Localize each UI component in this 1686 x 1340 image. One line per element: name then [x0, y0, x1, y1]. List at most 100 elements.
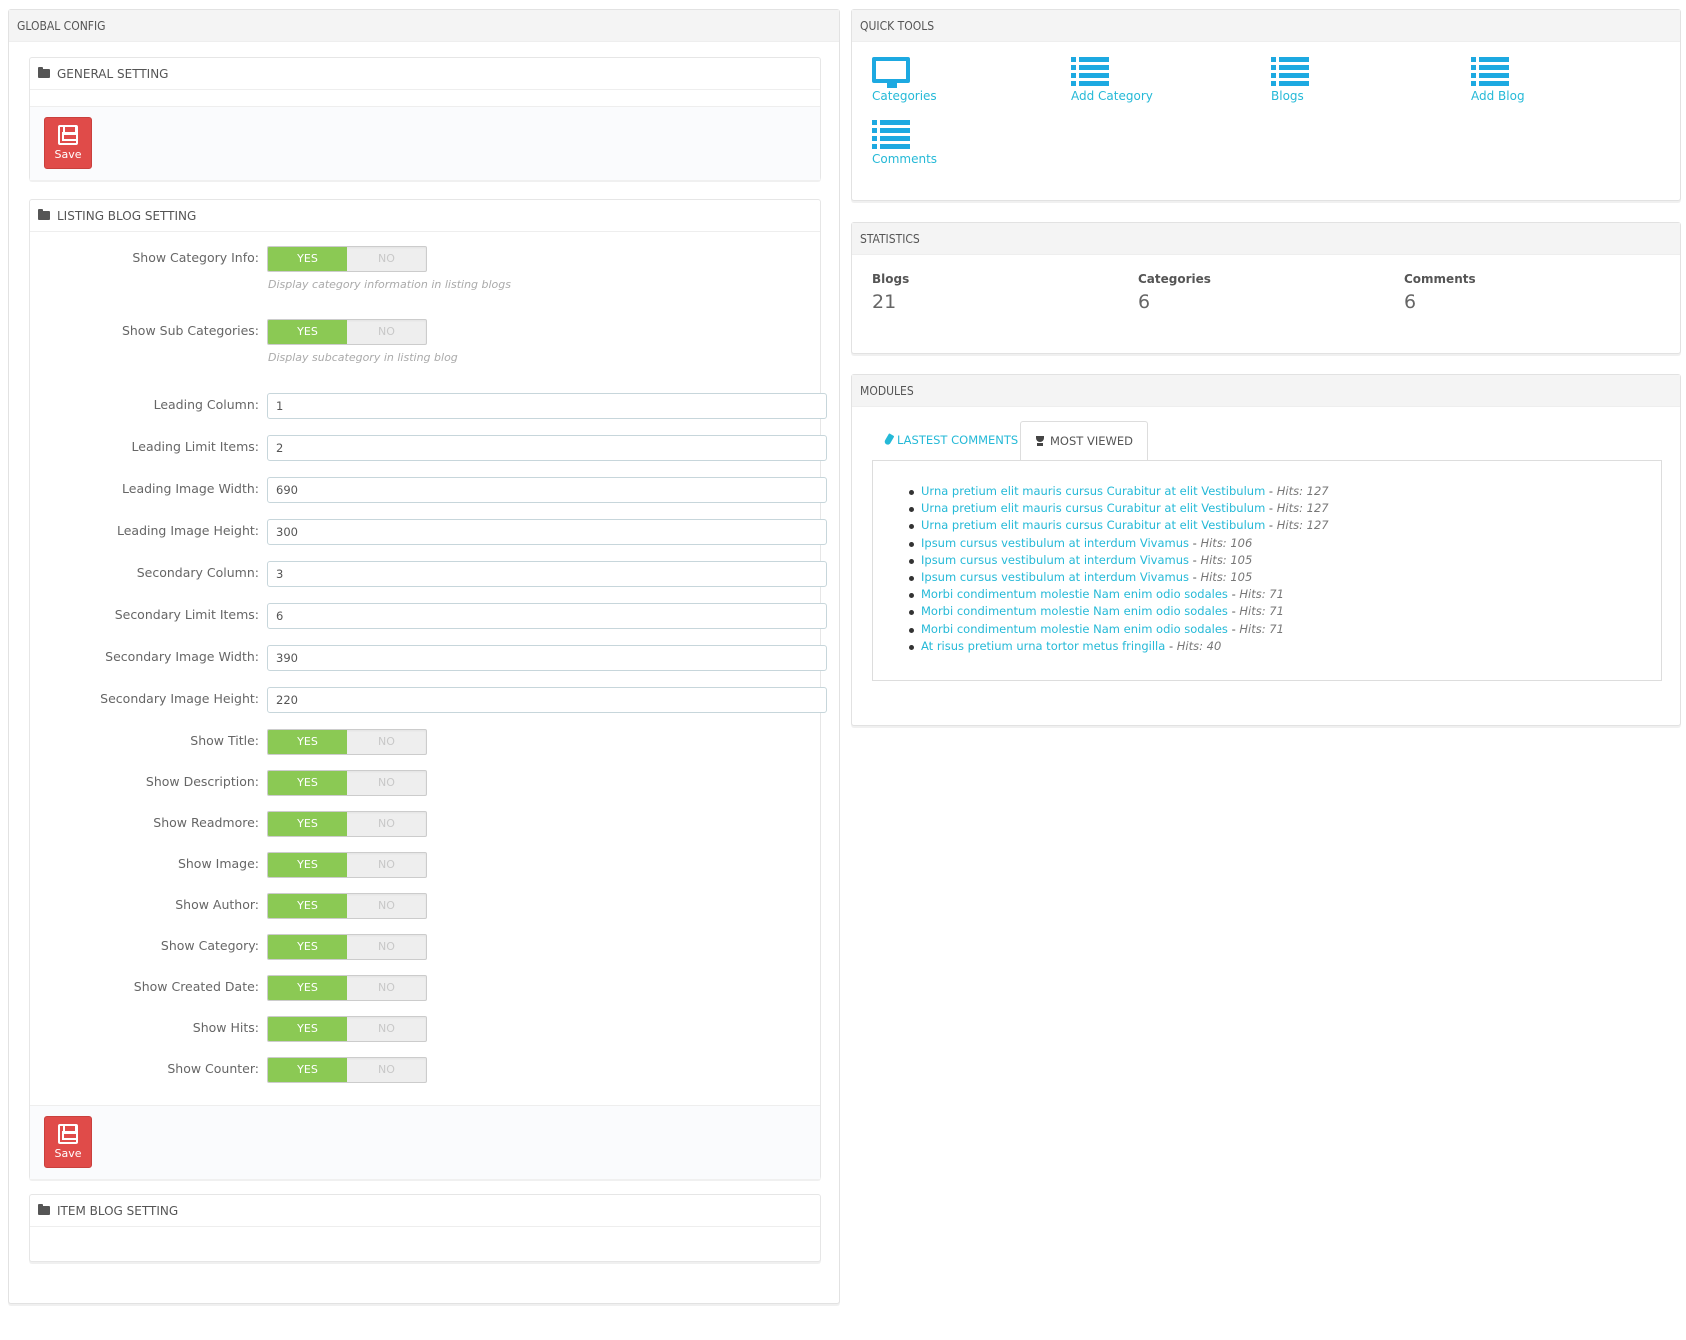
leading-column-input[interactable]: 1 — [267, 393, 827, 419]
quick-tools-title: QUICK TOOLS — [852, 10, 1680, 42]
list-item: Ipsum cursus vestibulum at interdum Viva… — [909, 535, 1661, 552]
switch-yes[interactable]: YES — [268, 935, 347, 959]
blog-link[interactable]: Urna pretium elit mauris cursus Curabitu… — [921, 518, 1266, 533]
stat-value-comments: 6 — [1404, 291, 1417, 313]
blog-link[interactable]: Morbi condimentum molestie Nam enim odio… — [921, 604, 1228, 619]
blog-link[interactable]: Urna pretium elit mauris cursus Curabitu… — [921, 484, 1266, 498]
switch-no[interactable]: NO — [378, 735, 395, 748]
switch-yes[interactable]: YES — [268, 812, 347, 836]
tab-latest-comments[interactable]: LASTEST COMMENTS — [872, 421, 1032, 461]
yes-no-switch[interactable]: YES NO — [267, 852, 427, 878]
save-button[interactable]: Save — [44, 117, 92, 169]
quick-tool-add-category[interactable]: Add Category — [1071, 57, 1153, 103]
quick-tool-label: Add Blog — [1471, 89, 1525, 103]
switch-yes[interactable]: YES — [268, 1017, 347, 1041]
yes-no-switch[interactable]: YES NO — [267, 975, 427, 1001]
list-item: Urna pretium elit mauris cursus Curabitu… — [909, 500, 1661, 517]
leading-image-width-input[interactable]: 690 — [267, 477, 827, 503]
blog-link[interactable]: Ipsum cursus vestibulum at interdum Viva… — [921, 570, 1189, 585]
list-icon — [872, 120, 910, 150]
hits-count: Hits: 106 — [1200, 535, 1253, 550]
secondary-image-height-input[interactable]: 220 — [267, 687, 827, 713]
form-label: Secondary Limit Items: — [114, 607, 259, 622]
switch-no[interactable]: NO — [378, 252, 395, 265]
switch-no[interactable]: NO — [378, 776, 395, 789]
switch-yes[interactable]: YES — [268, 1058, 347, 1082]
yes-no-switch[interactable]: YES NO — [267, 1016, 427, 1042]
switch-no[interactable]: NO — [378, 817, 395, 830]
form-label: Secondary Image Width: — [105, 649, 259, 664]
switch-no[interactable]: NO — [378, 325, 395, 338]
switch-no[interactable]: NO — [378, 858, 395, 871]
listing-blog-setting-footer: Save — [30, 1105, 820, 1179]
yes-no-switch[interactable]: YES NO — [267, 934, 427, 960]
stat-label-comments: Comments — [1404, 272, 1476, 286]
yes-no-switch[interactable]: YES NO — [267, 319, 427, 345]
quick-tool-blogs[interactable]: Blogs — [1271, 57, 1309, 103]
hits-count: Hits: 127 — [1276, 501, 1329, 516]
switch-yes[interactable]: YES — [268, 247, 347, 271]
switch-no[interactable]: NO — [378, 940, 395, 953]
form-label: Leading Image Height: — [117, 523, 259, 538]
switch-no[interactable]: NO — [378, 1063, 395, 1076]
switch-no[interactable]: NO — [378, 981, 395, 994]
form-label: Leading Image Width: — [122, 481, 259, 496]
hits-count: Hits: 105 — [1200, 570, 1253, 585]
folder-icon — [38, 67, 50, 78]
trophy-icon — [1035, 436, 1045, 446]
leading-image-height-input[interactable]: 300 — [267, 519, 827, 545]
yes-no-switch[interactable]: YES NO — [267, 1057, 427, 1083]
blog-link[interactable]: Urna pretium elit mauris cursus Curabitu… — [921, 501, 1266, 516]
list-item: Morbi condimentum molestie Nam enim odio… — [909, 621, 1661, 638]
monitor-icon — [872, 57, 912, 88]
switch-yes[interactable]: YES — [268, 730, 347, 754]
hits-count: Hits: 127 — [1276, 484, 1329, 498]
leading-limit-items-input[interactable]: 2 — [267, 435, 827, 461]
hits-count: Hits: 71 — [1239, 604, 1284, 619]
list-icon — [1471, 57, 1509, 87]
general-setting-title: GENERAL SETTING — [57, 66, 169, 81]
save-button[interactable]: Save — [44, 1116, 92, 1168]
form-label: Leading Column: — [153, 397, 259, 412]
switch-yes[interactable]: YES — [268, 976, 347, 1000]
switch-yes[interactable]: YES — [268, 894, 347, 918]
form-row-show-image: Show Image: YES NO — [30, 852, 820, 878]
tab-most-viewed[interactable]: MOST VIEWED — [1020, 421, 1148, 461]
yes-no-switch[interactable]: YES NO — [267, 770, 427, 796]
blog-link[interactable]: Morbi condimentum molestie Nam enim odio… — [921, 587, 1228, 602]
yes-no-switch[interactable]: YES NO — [267, 893, 427, 919]
quick-tool-label: Categories — [872, 89, 937, 103]
statistics-panel: STATISTICS Blogs 21 Categories 6 Comment… — [851, 222, 1681, 354]
quick-tools-panel: QUICK TOOLS Categories Add Category Blog… — [851, 9, 1681, 201]
general-setting-panel: GENERAL SETTING Save — [29, 57, 821, 180]
form-label: Show Category: — [160, 938, 259, 953]
pencil-icon — [883, 433, 895, 446]
form-row-secondary-image-width: Secondary Image Width: 390 — [30, 645, 827, 671]
hits-count: Hits: 127 — [1276, 518, 1329, 533]
switch-yes[interactable]: YES — [268, 320, 347, 344]
blog-link[interactable]: Morbi condimentum molestie Nam enim odio… — [921, 621, 1228, 636]
quick-tool-add-blog[interactable]: Add Blog — [1471, 57, 1525, 103]
hits-count: Hits: 71 — [1239, 621, 1284, 636]
yes-no-switch[interactable]: YES NO — [267, 729, 427, 755]
yes-no-switch[interactable]: YES NO — [267, 246, 427, 272]
general-setting-footer: Save — [30, 106, 820, 180]
secondary-image-width-input[interactable]: 390 — [267, 645, 827, 671]
switch-yes[interactable]: YES — [268, 853, 347, 877]
blog-link[interactable]: Ipsum cursus vestibulum at interdum Viva… — [921, 552, 1189, 567]
switch-yes[interactable]: YES — [268, 771, 347, 795]
blog-link[interactable]: Ipsum cursus vestibulum at interdum Viva… — [921, 535, 1189, 550]
switch-no[interactable]: NO — [378, 1022, 395, 1035]
form-label: Show Category Info: — [132, 250, 259, 265]
quick-tool-categories[interactable]: Categories — [872, 57, 937, 103]
secondary-limit-items-input[interactable]: 6 — [267, 603, 827, 629]
blog-link[interactable]: At risus pretium urna tortor metus fring… — [921, 638, 1166, 653]
stat-value-blogs: 21 — [872, 291, 897, 313]
folder-icon — [38, 209, 50, 220]
secondary-column-input[interactable]: 3 — [267, 561, 827, 587]
quick-tool-comments[interactable]: Comments — [872, 120, 937, 166]
switch-no[interactable]: NO — [378, 899, 395, 912]
form-row-show-hits: Show Hits: YES NO — [30, 1016, 820, 1042]
yes-no-switch[interactable]: YES NO — [267, 811, 427, 837]
listing-blog-setting-panel: LISTING BLOG SETTING Show Category Info:… — [29, 199, 827, 1179]
